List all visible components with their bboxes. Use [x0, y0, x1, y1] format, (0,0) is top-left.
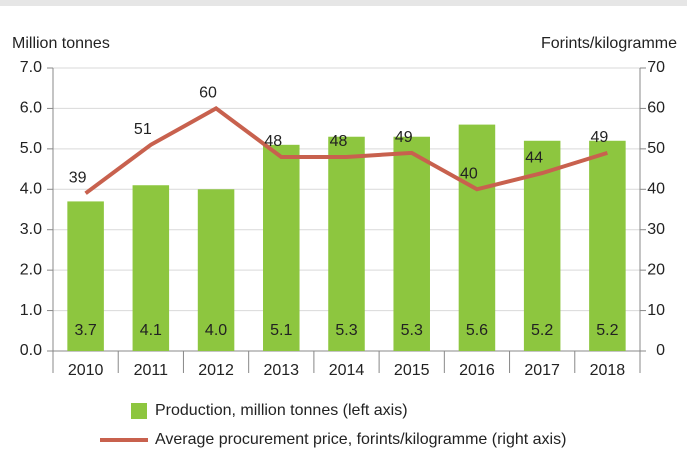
line-value-label: 40	[460, 166, 478, 183]
y-tick-label: 0.0	[20, 342, 42, 359]
bar	[393, 136, 430, 351]
bar-value-label: 5.3	[335, 322, 357, 339]
bar	[328, 136, 365, 351]
y-tick-label: 2.0	[20, 261, 42, 278]
y2-axis-label: Forints/kilogramme	[541, 35, 677, 52]
bar	[589, 140, 626, 351]
line-value-label: 51	[134, 121, 152, 138]
line-value-label: 39	[69, 170, 87, 187]
x-tick-label: 2012	[198, 362, 234, 379]
x-tick-label: 2018	[590, 362, 626, 379]
price-line	[84, 106, 608, 195]
bar-value-label: 5.2	[531, 322, 553, 339]
line-value-label: 44	[525, 149, 543, 166]
y2-tick-label: 20	[647, 261, 665, 278]
x-tick-label: 2015	[394, 362, 430, 379]
y-tick-label: 7.0	[20, 59, 42, 76]
y2-tick-label: 60	[647, 100, 665, 117]
y2-tick-label: 70	[647, 59, 665, 76]
bar-value-label: 5.6	[466, 322, 488, 339]
legend-label: Production, million tonnes (left axis)	[155, 402, 408, 419]
legend-label: Average procurement price, forints/kilog…	[155, 431, 566, 448]
line-value-label: 48	[264, 133, 282, 150]
y2-tick-label: 50	[647, 140, 665, 157]
bar	[458, 124, 496, 351]
x-tick-label: 2013	[263, 362, 299, 379]
x-tick-label: 2017	[524, 362, 560, 379]
bar-value-label: 5.1	[270, 322, 292, 339]
y-tick-label: 3.0	[20, 221, 42, 238]
x-tick-label: 2011	[134, 362, 169, 379]
bar	[263, 144, 300, 351]
line-value-label: 49	[590, 129, 608, 146]
bar-value-label: 5.3	[401, 322, 423, 339]
line-value-label: 60	[199, 85, 217, 102]
y2-tick-label: 30	[647, 221, 665, 238]
bar-value-label: 3.7	[74, 322, 96, 339]
bar	[67, 201, 104, 351]
x-tick-label: 2014	[329, 362, 365, 379]
x-tick-label: 2010	[68, 362, 104, 379]
bar-value-label: 4.1	[140, 322, 162, 339]
y-axis-label: Million tonnes	[12, 35, 110, 52]
y2-tick-label: 0	[656, 342, 665, 359]
y-tick-label: 6.0	[20, 100, 42, 117]
y2-tick-label: 10	[647, 302, 665, 319]
top-strip	[0, 0, 687, 6]
bar	[132, 185, 170, 351]
bar-value-label: 5.2	[596, 322, 618, 339]
legend-swatch	[131, 403, 147, 419]
y-tick-label: 1.0	[20, 302, 42, 319]
x-tick-label: 2016	[459, 362, 495, 379]
line-value-label: 48	[330, 133, 348, 150]
line-value-label: 49	[395, 129, 413, 146]
y2-tick-label: 40	[647, 181, 665, 198]
bar	[197, 189, 235, 351]
y-tick-label: 4.0	[20, 181, 42, 198]
bar-value-label: 4.0	[205, 322, 227, 339]
y-tick-label: 5.0	[20, 140, 42, 157]
